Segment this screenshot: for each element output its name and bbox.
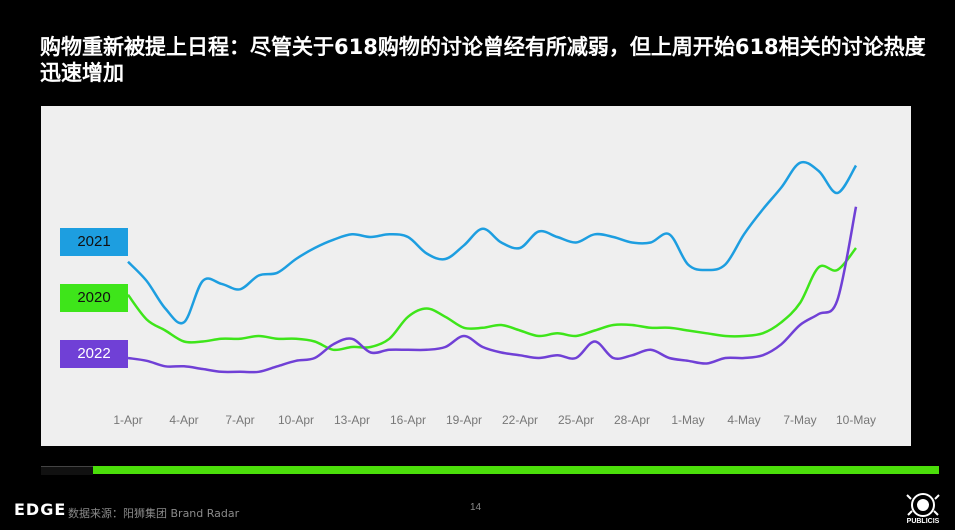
- x-tick-label: 4-May: [727, 413, 760, 427]
- x-tick-label: 19-Apr: [446, 413, 482, 427]
- x-tick-label: 28-Apr: [614, 413, 650, 427]
- legend-2021: 2021: [60, 228, 128, 256]
- page-number: 14: [470, 502, 482, 513]
- data-source-note: 数据来源：阳狮集团 Brand Radar: [68, 507, 240, 520]
- publicis-logo: PUBLICIS: [898, 490, 948, 526]
- lion-icon: [906, 493, 940, 517]
- publicis-wordmark: PUBLICIS: [906, 518, 940, 525]
- line-chart: 1-Apr 4-Apr 7-Apr 10-Apr 13-Apr 16-Apr 19-Apr 2…: [113, 160, 876, 427]
- footer-bar-dark: [41, 466, 93, 475]
- x-tick-label: 10-May: [836, 413, 876, 427]
- series-line-2022: [127, 206, 858, 374]
- x-tick-label: 25-Apr: [558, 413, 594, 427]
- x-tick-label: 1-Apr: [113, 413, 142, 427]
- x-tick-label: 13-Apr: [334, 413, 370, 427]
- legend-2022: 2022: [60, 340, 128, 368]
- footer-bar-green: [93, 466, 939, 474]
- x-tick-label: 1-May: [671, 413, 704, 427]
- series-line-2020: [126, 247, 857, 352]
- edge-logo: EDGE: [14, 500, 67, 519]
- page-title: 购物重新被提上日程：尽管关于618购物的讨论曾经有所减弱，但上周开始618相关的…: [40, 35, 926, 85]
- x-tick-label: 7-Apr: [225, 413, 254, 427]
- series-line-2021: [127, 160, 858, 325]
- x-tick-label: 22-Apr: [502, 413, 538, 427]
- x-tick-label: 10-Apr: [278, 413, 314, 427]
- chart-panel: 1-Apr 4-Apr 7-Apr 10-Apr 13-Apr 16-Apr 19-Apr 2…: [41, 106, 911, 446]
- x-tick-label: 16-Apr: [390, 413, 426, 427]
- legend-2020: 2020: [60, 284, 128, 312]
- x-tick-label: 7-May: [783, 413, 816, 427]
- x-tick-label: 4-Apr: [169, 413, 198, 427]
